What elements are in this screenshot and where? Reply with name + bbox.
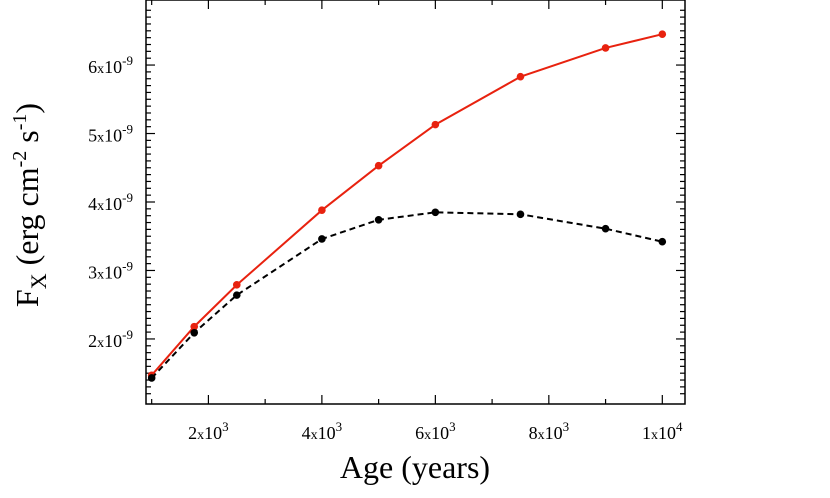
- y-tick-label-mant: 6: [88, 57, 97, 77]
- x-tick-label-exp: 3: [449, 419, 456, 434]
- y-tick-label-mant: 5: [88, 126, 97, 146]
- x-tick-label: 4x103: [302, 419, 343, 443]
- x-tick-labels: 2x103 4x103 6x103 8x103 1x104: [188, 419, 683, 443]
- x-tick-label-base: 10: [204, 423, 222, 443]
- x-tick-label-exp: 3: [563, 419, 570, 434]
- y-tick-label: 2x10-9: [88, 327, 133, 351]
- series-point-black-dashed: [190, 328, 199, 337]
- series-point-black-dashed: [516, 210, 525, 219]
- y-tick-label-base: 10: [104, 331, 122, 351]
- series-point-red-solid: [601, 44, 610, 52]
- y-tick-label-base: 10: [104, 262, 122, 282]
- x-tick-label-sep: x: [311, 428, 318, 443]
- y-tick-label-exp: -9: [122, 258, 133, 273]
- x-tick-label: 1x104: [642, 419, 683, 443]
- x-tick-label: 8x103: [529, 419, 570, 443]
- y-tick-label-sep: x: [97, 199, 104, 214]
- x-tick-label-mant: 8: [529, 423, 538, 443]
- y-axis-title-open: (erg cm: [9, 167, 45, 265]
- y-tick-label-base: 10: [104, 194, 122, 214]
- x-tick-label-sep: x: [538, 428, 545, 443]
- series-point-red-solid: [431, 120, 440, 129]
- series-point-black-dashed: [232, 291, 241, 299]
- series-point-red-solid: [232, 281, 241, 289]
- y-tick-label-sep: x: [97, 131, 104, 146]
- y-tick-label-mant: 2: [88, 331, 97, 351]
- x-tick-label-base: 10: [431, 423, 449, 443]
- major-ticks: [146, 0, 685, 404]
- x-tick-label-exp: 3: [336, 419, 343, 434]
- series-point-black-dashed: [601, 224, 610, 233]
- y-tick-label: 3x10-9: [88, 258, 133, 282]
- y-tick-label-mant: 3: [88, 262, 97, 282]
- y-axis-title-exp2: -1: [9, 114, 31, 131]
- x-tick-label-sep: x: [424, 428, 431, 443]
- series-point-black-dashed: [318, 235, 326, 243]
- y-tick-label-exp: -9: [122, 53, 133, 68]
- y-tick-label-sep: x: [97, 267, 104, 282]
- y-tick-label-exp: -9: [122, 190, 133, 205]
- series-layer: [147, 30, 667, 382]
- y-tick-label-base: 10: [104, 126, 122, 146]
- series-point-red-solid: [190, 322, 199, 331]
- x-axis-title: Age (years): [340, 449, 490, 485]
- series-point-black-dashed: [431, 208, 440, 217]
- x-tick-label-mant: 2: [188, 423, 197, 443]
- y-axis-title-exp1: -2: [9, 151, 31, 168]
- y-axis-title: FX (erg cm-2 s-1): [9, 103, 51, 307]
- plot-frame: [145, 0, 686, 405]
- y-tick-label-sep: x: [97, 62, 104, 77]
- x-tick-label-sep: x: [197, 428, 204, 443]
- series-point-red-solid: [374, 161, 383, 170]
- y-axis-title-main: F: [9, 289, 45, 307]
- series-point-black-dashed: [658, 237, 667, 246]
- y-axis-title-close: ): [9, 103, 45, 114]
- y-tick-label-exp: -9: [122, 122, 133, 137]
- x-tick-label-base: 10: [318, 423, 336, 443]
- minor-ticks: [146, 0, 685, 404]
- series-point-red-solid: [516, 72, 525, 81]
- y-tick-label-mant: 4: [88, 194, 97, 214]
- y-tick-label-sep: x: [97, 336, 104, 351]
- x-tick-label-mant: 4: [302, 423, 311, 443]
- series-line-black-dashed: [150, 211, 663, 379]
- x-tick-label-sep: x: [651, 428, 658, 443]
- x-tick-label-mant: 6: [415, 423, 424, 443]
- y-tick-label-base: 10: [104, 57, 122, 77]
- y-axis-title-sub: X: [26, 273, 51, 289]
- series-point-black-dashed: [374, 216, 383, 224]
- x-tick-label-exp: 4: [676, 419, 683, 434]
- y-axis-title-mid: s: [9, 130, 45, 150]
- x-tick-label-base: 10: [658, 423, 676, 443]
- x-tick-label-mant: 1: [642, 423, 651, 443]
- y-tick-label-exp: -9: [122, 327, 133, 342]
- x-tick-label-base: 10: [545, 423, 563, 443]
- series-line-red-solid: [150, 33, 663, 376]
- series-point-black-dashed: [147, 374, 156, 382]
- x-tick-label: 2x103: [188, 419, 229, 443]
- series-point-red-solid: [318, 206, 326, 215]
- x-tick-label: 6x103: [415, 419, 456, 443]
- x-tick-label-exp: 3: [222, 419, 229, 434]
- series-point-red-solid: [658, 30, 667, 39]
- y-tick-label: 5x10-9: [88, 122, 133, 146]
- y-tick-label: 4x10-9: [88, 190, 133, 214]
- y-tick-label: 6x10-9: [88, 53, 133, 77]
